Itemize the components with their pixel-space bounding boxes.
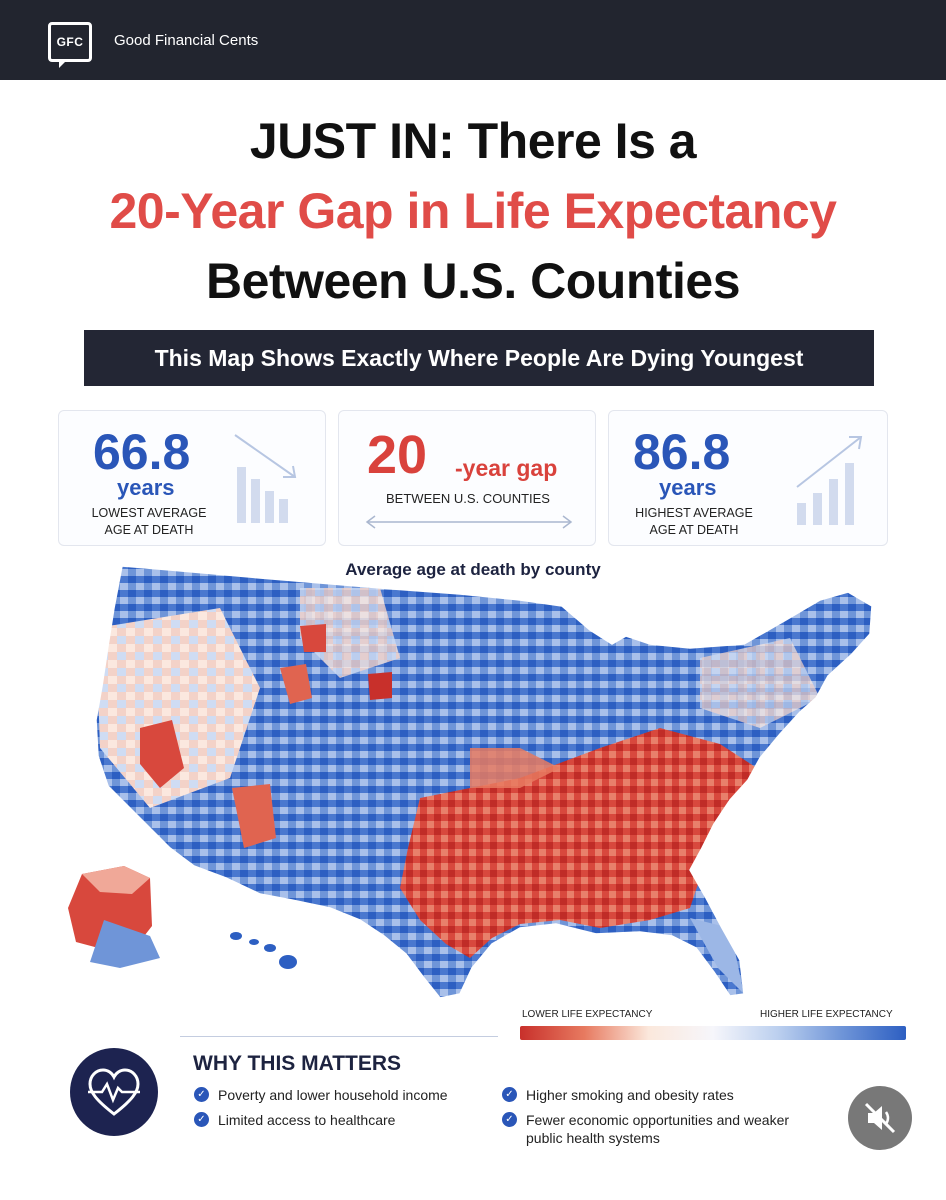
gap-value: 20 bbox=[367, 425, 428, 485]
check-icon: ✓ bbox=[194, 1087, 209, 1102]
legend-color-scale bbox=[520, 1026, 906, 1040]
reason-text: Limited access to healthcare bbox=[218, 1112, 396, 1128]
top-bar: GFC Good Financial Cents bbox=[0, 0, 946, 80]
highest-age-value: 86.8 bbox=[633, 424, 731, 480]
reason-text: Higher smoking and obesity rates bbox=[526, 1087, 734, 1103]
brand-name: Good Financial Cents bbox=[114, 32, 259, 49]
highest-caption-line-2: AGE AT DEATH bbox=[649, 523, 739, 537]
reason-text: Poverty and lower household income bbox=[218, 1087, 448, 1103]
reason-item-2: ✓ Limited access to healthcare bbox=[194, 1111, 484, 1129]
headline-line-2: 20-Year Gap in Life Expectancy bbox=[109, 183, 838, 239]
legend-low-label: LOWER LIFE EXPECTANCY bbox=[522, 1009, 653, 1020]
stat-card-gap: 20 -year gap BETWEEN U.S. COUNTIES bbox=[338, 410, 596, 546]
headline-line-1: JUST IN: There Is a bbox=[249, 113, 697, 169]
highest-age-unit: years bbox=[659, 475, 717, 500]
highest-age-caption: HIGHEST AVERAGE AGE AT DEATH bbox=[619, 505, 769, 539]
rising-bar-chart-icon bbox=[796, 436, 863, 525]
check-icon: ✓ bbox=[194, 1112, 209, 1127]
double-arrow-icon bbox=[365, 515, 573, 529]
subheadline-banner: This Map Shows Exactly Where People Are … bbox=[84, 330, 874, 386]
gap-caption: BETWEEN U.S. COUNTIES bbox=[386, 491, 550, 506]
headline: JUST IN: There Is a 20-Year Gap in Life … bbox=[0, 106, 946, 316]
gfc-logo: GFC bbox=[48, 22, 92, 68]
check-icon: ✓ bbox=[502, 1087, 517, 1102]
stat-card-highest: 86.8 years HIGHEST AVERAGE AGE AT DEATH bbox=[608, 410, 888, 546]
reason-item-4: ✓ Fewer economic opportunities and weake… bbox=[502, 1111, 792, 1147]
why-this-matters-title: WHY THIS MATTERS bbox=[193, 1052, 402, 1075]
gap-suffix: -year gap bbox=[455, 455, 558, 481]
mute-toggle-button[interactable] bbox=[848, 1086, 912, 1150]
lowest-caption-line-1: LOWEST AVERAGE bbox=[91, 506, 207, 520]
check-icon: ✓ bbox=[502, 1112, 517, 1127]
lowest-age-value: 66.8 bbox=[93, 424, 191, 480]
declining-bar-chart-icon bbox=[234, 434, 297, 523]
county-life-expectancy-map bbox=[68, 565, 873, 999]
reason-item-3: ✓ Higher smoking and obesity rates bbox=[502, 1086, 802, 1104]
lowest-caption-line-2: AGE AT DEATH bbox=[104, 523, 194, 537]
reason-text: Fewer economic opportunities and weaker … bbox=[526, 1112, 790, 1146]
reason-item-1: ✓ Poverty and lower household income bbox=[194, 1086, 484, 1104]
highest-caption-line-1: HIGHEST AVERAGE bbox=[635, 506, 753, 520]
map-title: Average age at death by county bbox=[345, 560, 601, 579]
lowest-age-caption: LOWEST AVERAGE AGE AT DEATH bbox=[79, 505, 219, 539]
section-divider bbox=[180, 1036, 498, 1037]
heartbeat-icon bbox=[70, 1048, 158, 1136]
lowest-age-unit: years bbox=[117, 475, 175, 500]
legend-high-label: HIGHER LIFE EXPECTANCY bbox=[760, 1009, 893, 1020]
hawaii-counties bbox=[230, 932, 297, 969]
stat-card-lowest: 66.8 years LOWEST AVERAGE AGE AT DEATH bbox=[58, 410, 326, 546]
headline-line-3: Between U.S. Counties bbox=[205, 253, 741, 309]
muted-speaker-icon bbox=[864, 1102, 896, 1134]
